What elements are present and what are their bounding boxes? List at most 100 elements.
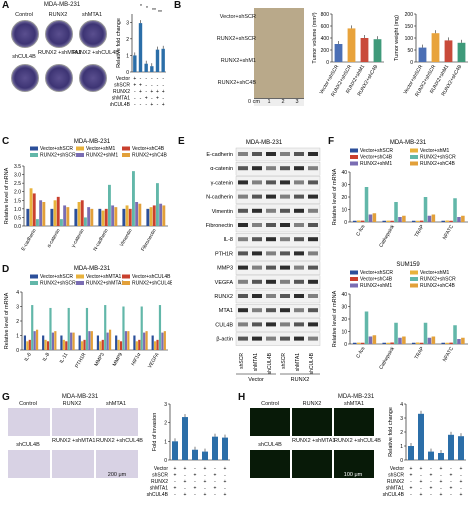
- blot-band: [294, 322, 304, 327]
- bar: [85, 307, 89, 350]
- lane-label: shSCR: [281, 353, 287, 369]
- condition-sign: +: [184, 466, 187, 472]
- blot-strip: [235, 275, 321, 290]
- blot-band: [266, 152, 276, 156]
- chart-title: MDA-MB-231: [74, 266, 111, 272]
- panel-d: D MDA-MB-231 Vector+shSCR Vector+shMTA1 Vec…: [0, 262, 172, 380]
- bar: [104, 208, 108, 226]
- panel-label-g: G: [2, 392, 10, 403]
- bar: [122, 306, 125, 350]
- ruler-label: 3: [295, 99, 299, 105]
- bar: [117, 339, 120, 350]
- bar: [101, 339, 104, 350]
- blot-band: [308, 237, 318, 242]
- y-axis-label: Relative fold change: [116, 18, 122, 68]
- bar: [394, 322, 398, 344]
- bar: [222, 437, 228, 460]
- blot-strip: [235, 261, 321, 275]
- y-tick-label: 2: [400, 430, 403, 436]
- condition-label: shSCR: [114, 83, 130, 89]
- y-tick-label: 10: [341, 208, 347, 214]
- blot-band: [280, 237, 290, 242]
- bar: [212, 436, 218, 460]
- condition-sign: -: [134, 89, 136, 95]
- y-tick-label: 0: [400, 458, 403, 464]
- bar: [144, 63, 148, 72]
- blot-strip: [235, 289, 321, 304]
- bar: [72, 332, 75, 350]
- bar: [35, 329, 39, 350]
- chart-title: SUM159: [396, 262, 420, 268]
- bar: [84, 217, 87, 226]
- y-tick-label: 100: [405, 36, 414, 42]
- bar: [114, 207, 118, 226]
- bar: [411, 220, 416, 222]
- bar: [192, 449, 198, 460]
- blot-band: [252, 322, 262, 327]
- band-label: N-cadherin: [206, 195, 233, 201]
- bar: [119, 341, 123, 350]
- bar: [56, 196, 60, 226]
- bar: [386, 342, 390, 344]
- bar: [74, 208, 78, 226]
- legend-swatch: [122, 281, 130, 285]
- blot-band: [252, 308, 262, 313]
- legend-label: RUNX2+shSCR: [40, 281, 76, 287]
- bar: [368, 336, 373, 344]
- condition-sign: +: [174, 486, 177, 492]
- blot-band: [280, 251, 290, 256]
- y-tick-label: 50: [407, 48, 413, 54]
- bar: [423, 322, 428, 344]
- condition-sign: -: [450, 466, 452, 472]
- blot-band: [280, 152, 290, 156]
- x-tick-label: NFATC: [442, 224, 455, 241]
- legend-label: RUNX2+shC4B: [420, 161, 456, 167]
- band-label: β-actin: [216, 337, 233, 343]
- condition-sign: -: [145, 89, 147, 95]
- y-tick-label: 3: [16, 305, 19, 311]
- bar: [419, 220, 424, 222]
- legend-label: RUNX2+shCUL4B: [132, 281, 172, 287]
- condition-sign: +: [174, 473, 177, 479]
- colony-well: [11, 64, 39, 92]
- condition-sign: -: [430, 479, 432, 485]
- scale-bar-label: 200 μm: [107, 472, 127, 478]
- y-tick-label: 800: [321, 12, 330, 18]
- bar: [111, 205, 115, 226]
- y-tick-label: 3: [126, 20, 129, 26]
- panel-f: F MDA-MB-231 Vector+shSCR Vector+shM1 Vecto…: [326, 136, 474, 384]
- bar: [50, 208, 54, 226]
- wound-image: [292, 450, 332, 478]
- condition-sign: +: [410, 486, 413, 492]
- condition-sign: +: [184, 492, 187, 498]
- bar: [360, 220, 365, 222]
- legend-label: Vector+shCUL4B: [132, 274, 171, 280]
- blot-band: [280, 279, 290, 284]
- condition-label: Vector: [154, 466, 169, 472]
- bar: [382, 342, 386, 344]
- condition-sign: +: [440, 479, 443, 485]
- bar: [360, 342, 365, 344]
- bar: [445, 220, 449, 222]
- bar: [394, 202, 398, 222]
- bar: [135, 341, 138, 350]
- panel-label-h: H: [238, 392, 246, 403]
- blot-band: [266, 294, 276, 298]
- blot-band: [252, 265, 262, 270]
- y-tick-label: 0: [344, 342, 347, 348]
- legend-swatch: [350, 161, 358, 166]
- condition-sign: -: [450, 479, 452, 485]
- condition-sign: -: [410, 492, 412, 498]
- band-label: E-cadherin: [206, 152, 233, 158]
- bar: [143, 332, 146, 350]
- band-label: CUL4B: [215, 322, 233, 328]
- panel-g-title: MDA-MB-231: [61, 394, 99, 400]
- invasion-image: [52, 408, 94, 436]
- condition-label: shSCR: [152, 473, 168, 479]
- bar: [372, 213, 377, 222]
- condition-sign: +: [204, 466, 207, 472]
- blot-band: [252, 336, 262, 341]
- blot-strip: [235, 147, 321, 162]
- bar: [458, 436, 464, 460]
- condition-label: shCUL4B: [110, 102, 131, 108]
